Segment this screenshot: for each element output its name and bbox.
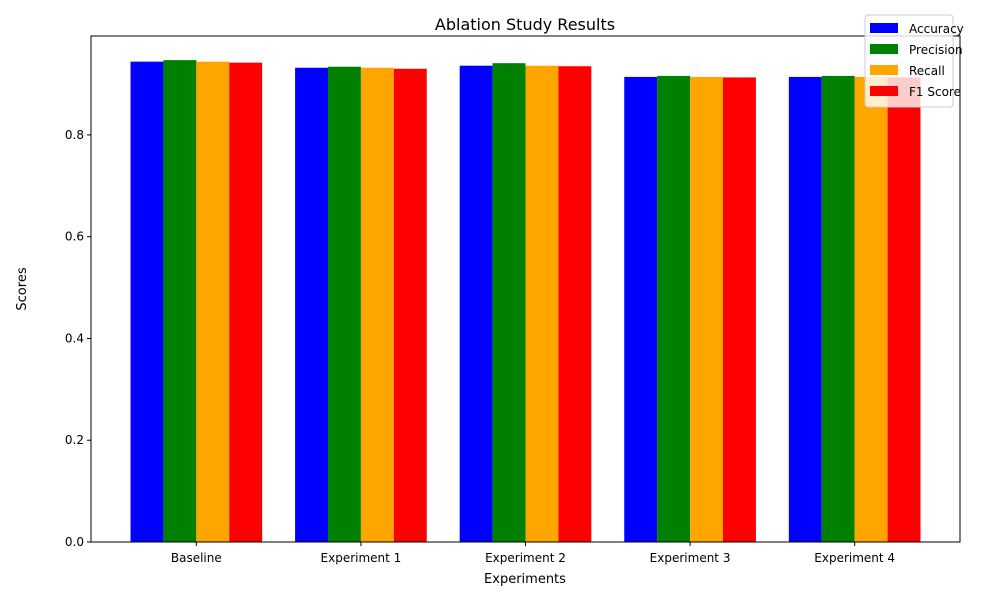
bar-f1-score-5 bbox=[887, 77, 921, 543]
y-tick-label: 0.8 bbox=[65, 128, 84, 142]
axes-layer: 0.0 0.2 0.4 0.6 0.8 Baseline Experiment 1 Exper… bbox=[65, 35, 961, 565]
bar-accuracy-1 bbox=[130, 61, 164, 542]
bars-layer bbox=[130, 60, 921, 543]
x-tick-label: Experiment 3 bbox=[650, 551, 731, 565]
x-axis-label: Experiments bbox=[484, 572, 566, 587]
bar-precision-1 bbox=[163, 60, 197, 542]
bar-f1-score-1 bbox=[229, 62, 263, 542]
bar-recall-1 bbox=[196, 61, 230, 542]
x-tick-label: Experiment 1 bbox=[321, 551, 402, 565]
bar-f1-score-2 bbox=[393, 68, 427, 543]
legend-label-accuracy: Accuracy bbox=[909, 22, 964, 36]
bar-f1-score-3 bbox=[558, 66, 592, 543]
bar-precision-4 bbox=[657, 75, 691, 543]
legend-swatch-f1-score bbox=[870, 86, 898, 96]
chart-title: Ablation Study Results bbox=[435, 15, 615, 34]
legend-swatch-recall bbox=[870, 65, 898, 75]
bar-accuracy-2 bbox=[295, 67, 328, 543]
legend-swatch-accuracy bbox=[870, 23, 898, 33]
bar-recall-3 bbox=[525, 65, 559, 543]
bar-recall-5 bbox=[854, 76, 888, 543]
y-tick-label: 0.0 bbox=[65, 535, 84, 549]
legend: Accuracy Precision Recall F1 Score bbox=[864, 14, 964, 108]
bar-precision-5 bbox=[821, 75, 855, 543]
bar-precision-3 bbox=[492, 63, 526, 542]
legend-frame bbox=[864, 14, 954, 108]
y-tick-label: 0.2 bbox=[65, 433, 84, 447]
legend-label-f1-score: F1 Score bbox=[909, 85, 961, 99]
legend-swatch-precision bbox=[870, 44, 898, 54]
legend-label-recall: Recall bbox=[909, 64, 945, 78]
y-tick-label: 0.4 bbox=[65, 331, 84, 345]
y-axis-label: Scores bbox=[15, 267, 30, 310]
x-tick-label: Baseline bbox=[171, 551, 222, 565]
bar-precision-2 bbox=[328, 66, 361, 543]
x-tick-label: Experiment 2 bbox=[485, 551, 566, 565]
bar-recall-2 bbox=[360, 67, 394, 543]
legend-label-precision: Precision bbox=[909, 43, 963, 57]
bar-accuracy-3 bbox=[459, 65, 493, 543]
bar-accuracy-5 bbox=[788, 76, 822, 543]
bar-accuracy-4 bbox=[624, 76, 658, 543]
y-tick-label: 0.6 bbox=[65, 230, 84, 244]
bar-f1-score-4 bbox=[723, 77, 756, 543]
bar-recall-4 bbox=[690, 76, 723, 543]
x-tick-label: Experiment 4 bbox=[814, 551, 895, 565]
